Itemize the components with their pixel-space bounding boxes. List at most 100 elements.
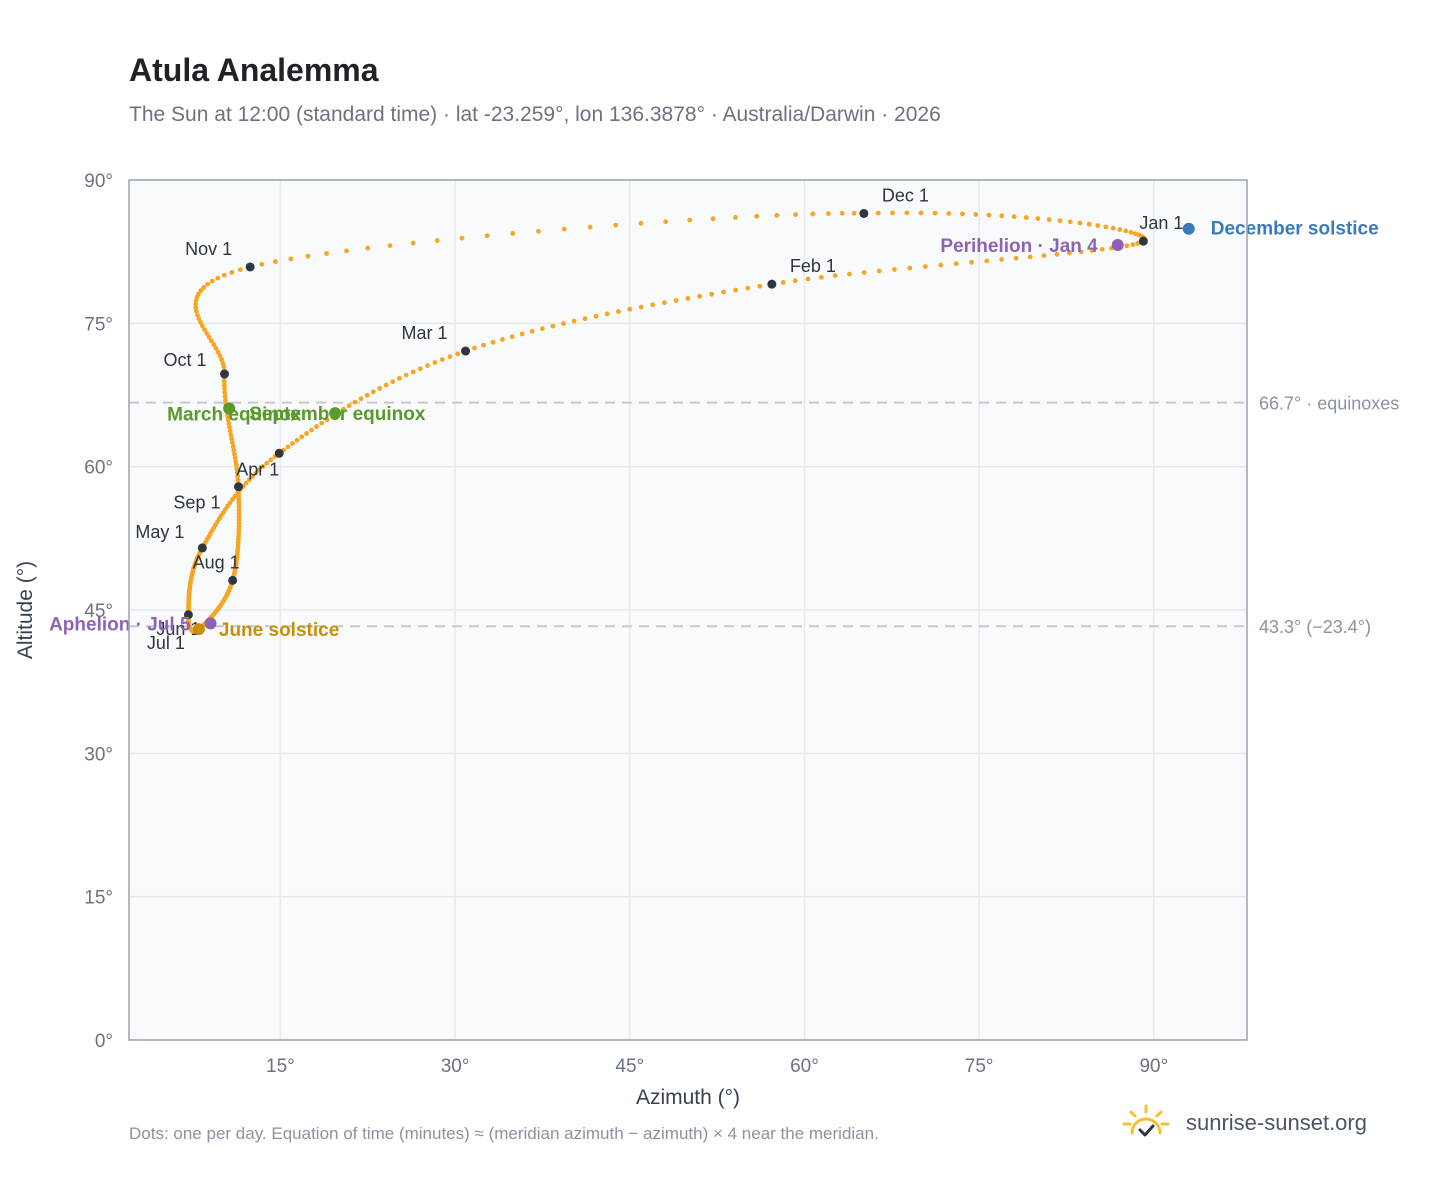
daily-dot [213,345,219,351]
daily-dot [1046,217,1052,222]
daily-dot [986,212,992,218]
daily-dot [344,248,349,254]
daily-dot [304,431,309,436]
daily-dot [228,432,234,438]
daily-dot [273,259,278,264]
daily-dot [390,379,396,385]
brand-name: sunrise-sunset.org [1186,1110,1367,1135]
brand[interactable]: sunrise-sunset.org [1120,1101,1367,1145]
daily-dot [227,428,233,434]
daily-dot [1035,216,1041,221]
daily-dot [230,440,235,446]
daily-dot [198,288,204,294]
daily-dot [234,466,240,472]
daily-dot [1067,219,1073,225]
sun-logo-icon [1122,1104,1170,1137]
daily-dot [847,271,852,277]
month-marker [197,543,207,553]
daily-dot [709,291,715,297]
event-label: September equinox [249,404,426,425]
daily-dot [1054,251,1060,257]
month-marker-label: Jan 1 [1139,213,1183,233]
month-marker-label: Sep 1 [173,493,220,513]
daily-dot [232,493,238,499]
daily-dot [1041,253,1047,258]
daily-dot [232,455,238,461]
reference-lines: 66.7° · equinoxes 43.3° (−23.4°) [129,394,1399,637]
daily-dot [890,210,895,216]
footnote: Dots: one per day. Equation of time (min… [129,1124,879,1143]
y-tick-label: 60° [84,458,113,479]
daily-dot [232,451,237,457]
daily-dot [346,403,352,409]
daily-dot [217,353,223,359]
daily-dot [365,245,371,251]
month-marker [219,369,229,379]
daily-dot [861,270,867,275]
daily-dot [938,262,944,268]
daily-dot [1130,242,1136,248]
daily-dot [387,243,393,249]
month-marker-label: Mar 1 [402,323,448,343]
daily-dot [459,235,465,241]
daily-dot [892,267,897,272]
daily-dot [352,399,358,405]
daily-dot [733,287,739,293]
daily-dot [953,261,959,267]
chart-title: Atula Analemma [129,52,379,88]
daily-dot [200,323,205,329]
daily-dot [196,316,202,321]
event-marker [329,407,342,420]
daily-dot [193,305,199,311]
daily-dot [215,349,221,355]
x-tick-label: 75° [965,1056,994,1077]
reference-line-label: 66.7° · equinoxes [1259,394,1399,414]
daily-dot [1135,241,1141,246]
daily-dot [236,507,242,513]
month-marker [859,208,869,218]
daily-dot [721,289,727,295]
daily-dot [309,427,314,433]
daily-dot [757,283,763,289]
month-marker [274,448,284,458]
daily-dot [593,313,599,319]
daily-dot [826,211,831,216]
event-label: Perihelion · Jan 4 [940,236,1098,257]
daily-dot [780,279,786,285]
event-marker [223,402,236,415]
daily-dot [324,417,330,423]
daily-dot [229,269,235,275]
daily-dot [697,293,703,299]
daily-dot [259,261,265,267]
daily-dot [225,413,230,419]
month-marker-label: Feb 1 [790,256,836,276]
event-marker [1111,238,1124,251]
daily-dot [710,216,716,222]
daily-dot [233,462,239,468]
daily-dot [818,274,824,280]
daily-dot [383,382,389,388]
daily-dot [999,257,1005,262]
daily-dot [1123,228,1129,234]
plot-frame [128,179,1248,1041]
daily-dot [221,378,227,384]
daily-dot [290,441,295,446]
daily-dot [364,392,370,398]
month-marker [767,279,777,289]
month-marker-label: Dec 1 [882,185,929,205]
daily-dot [341,406,346,412]
daily-dot [209,338,214,344]
daily-dot [236,510,242,516]
daily-dot [1078,249,1084,255]
daily-dot [810,211,816,217]
daily-dot [198,319,203,325]
daily-dot [1124,243,1130,249]
daily-dot [193,308,199,314]
month-marker-label: Oct 1 [163,350,206,370]
daily-dot [234,470,240,476]
daily-dot [661,300,667,306]
daily-dot [268,457,274,463]
daily-dot [222,394,228,399]
month-marker-label: Aug 1 [193,552,240,572]
